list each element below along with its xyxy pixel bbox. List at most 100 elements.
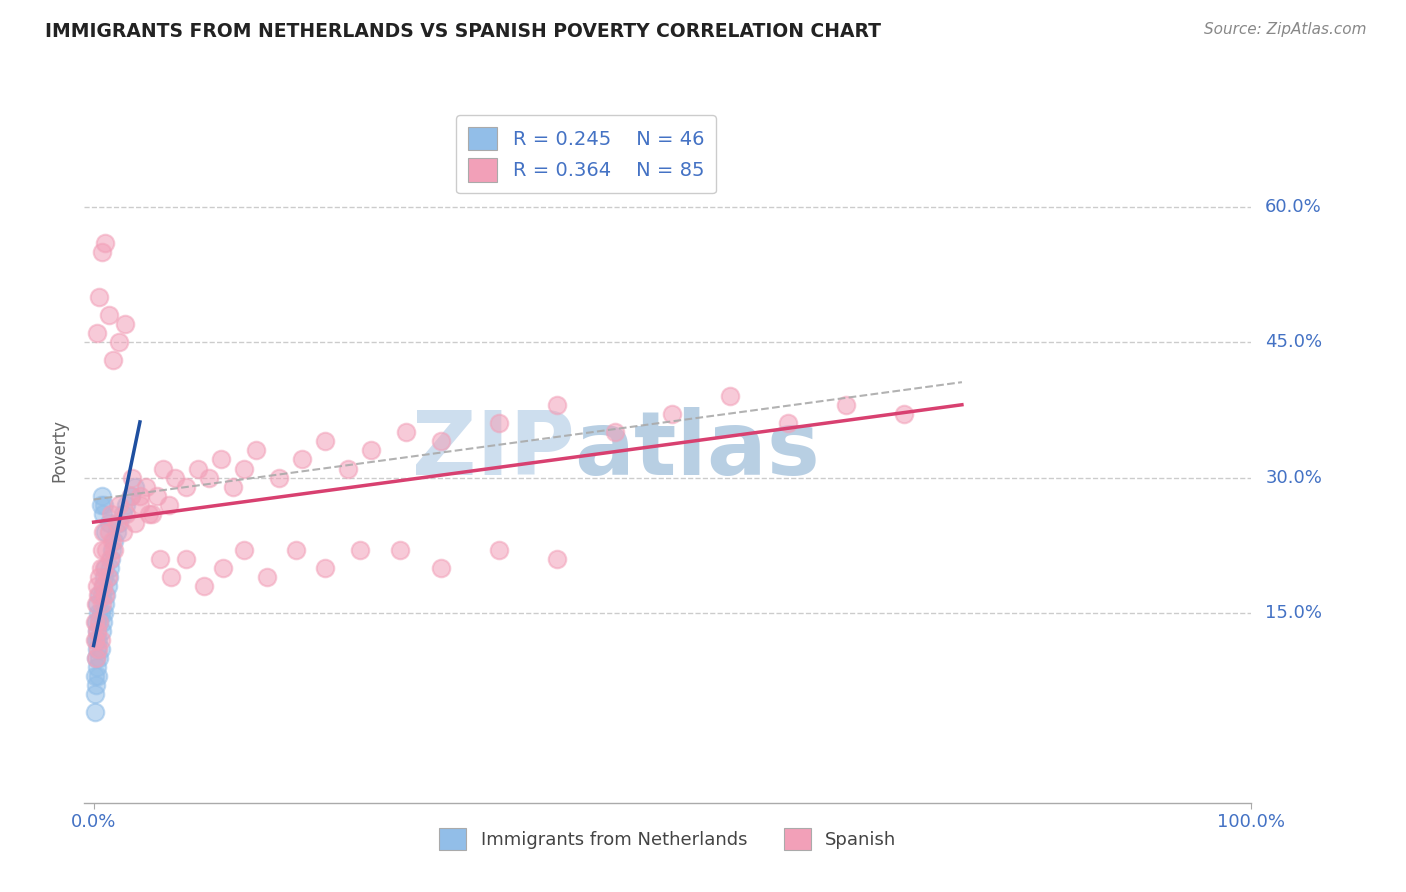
Point bbox=[86, 579, 108, 593]
Point bbox=[89, 615, 111, 629]
Point bbox=[114, 317, 136, 331]
Point bbox=[89, 290, 111, 304]
Point bbox=[94, 561, 117, 575]
Point bbox=[87, 642, 110, 657]
Point bbox=[835, 398, 858, 412]
Legend: Immigrants from Netherlands, Spanish: Immigrants from Netherlands, Spanish bbox=[432, 821, 904, 857]
Point bbox=[87, 633, 110, 648]
Point bbox=[97, 570, 120, 584]
Point bbox=[90, 498, 112, 512]
Point bbox=[90, 633, 112, 648]
Point bbox=[360, 443, 382, 458]
Point bbox=[84, 651, 107, 665]
Point bbox=[89, 615, 111, 629]
Point bbox=[209, 452, 232, 467]
Point bbox=[138, 507, 160, 521]
Point bbox=[129, 489, 152, 503]
Point bbox=[101, 542, 124, 557]
Point bbox=[91, 579, 114, 593]
Point bbox=[83, 687, 105, 701]
Point bbox=[152, 461, 174, 475]
Point bbox=[389, 542, 412, 557]
Point bbox=[86, 597, 108, 611]
Point bbox=[91, 507, 114, 521]
Point bbox=[90, 588, 112, 602]
Text: 60.0%: 60.0% bbox=[1265, 197, 1322, 216]
Text: IMMIGRANTS FROM NETHERLANDS VS SPANISH POVERTY CORRELATION CHART: IMMIGRANTS FROM NETHERLANDS VS SPANISH P… bbox=[45, 22, 882, 41]
Point bbox=[86, 624, 108, 639]
Point bbox=[91, 524, 114, 539]
Point bbox=[83, 706, 105, 720]
Point bbox=[129, 498, 152, 512]
Point bbox=[193, 579, 215, 593]
Point bbox=[93, 570, 115, 584]
Point bbox=[93, 606, 115, 620]
Text: 15.0%: 15.0% bbox=[1265, 604, 1322, 622]
Point bbox=[108, 334, 131, 349]
Point bbox=[893, 407, 915, 421]
Point bbox=[103, 533, 125, 548]
Point bbox=[84, 633, 107, 648]
Text: 45.0%: 45.0% bbox=[1265, 333, 1323, 351]
Point bbox=[157, 498, 180, 512]
Point bbox=[198, 470, 221, 484]
Point bbox=[115, 498, 138, 512]
Point bbox=[96, 588, 118, 602]
Point bbox=[87, 669, 110, 683]
Point bbox=[291, 452, 314, 467]
Point bbox=[89, 570, 111, 584]
Point bbox=[96, 542, 118, 557]
Point bbox=[105, 524, 128, 539]
Point bbox=[103, 542, 125, 557]
Point bbox=[84, 651, 107, 665]
Point bbox=[87, 606, 110, 620]
Point bbox=[546, 552, 568, 566]
Point bbox=[603, 425, 626, 440]
Point bbox=[89, 651, 111, 665]
Point bbox=[160, 570, 183, 584]
Point bbox=[349, 542, 371, 557]
Point bbox=[141, 507, 163, 521]
Point bbox=[90, 489, 112, 503]
Point bbox=[174, 480, 197, 494]
Point bbox=[488, 417, 510, 431]
Point bbox=[84, 597, 107, 611]
Point bbox=[146, 489, 169, 503]
Point bbox=[101, 533, 124, 548]
Point bbox=[86, 642, 108, 657]
Point bbox=[91, 579, 114, 593]
Point bbox=[108, 498, 131, 512]
Point bbox=[430, 434, 453, 449]
Point bbox=[111, 507, 134, 521]
Point bbox=[314, 561, 336, 575]
Point bbox=[100, 507, 122, 521]
Point bbox=[233, 542, 256, 557]
Point bbox=[90, 244, 112, 259]
Point bbox=[86, 660, 108, 674]
Point bbox=[90, 606, 112, 620]
Point bbox=[84, 615, 107, 629]
Point bbox=[212, 561, 235, 575]
Point bbox=[97, 516, 120, 530]
Point bbox=[285, 542, 308, 557]
Point bbox=[96, 579, 118, 593]
Point bbox=[96, 570, 118, 584]
Point bbox=[149, 552, 172, 566]
Point bbox=[90, 624, 112, 639]
Point bbox=[93, 498, 115, 512]
Point bbox=[120, 489, 142, 503]
Point bbox=[395, 425, 418, 440]
Point bbox=[314, 434, 336, 449]
Point bbox=[84, 678, 107, 692]
Point bbox=[90, 561, 112, 575]
Point bbox=[187, 461, 209, 475]
Point bbox=[174, 552, 197, 566]
Point bbox=[778, 417, 800, 431]
Text: 30.0%: 30.0% bbox=[1265, 468, 1322, 486]
Y-axis label: Poverty: Poverty bbox=[51, 419, 69, 482]
Point bbox=[124, 480, 146, 494]
Point bbox=[86, 624, 108, 639]
Point bbox=[89, 588, 111, 602]
Point bbox=[86, 326, 108, 340]
Point bbox=[83, 633, 105, 648]
